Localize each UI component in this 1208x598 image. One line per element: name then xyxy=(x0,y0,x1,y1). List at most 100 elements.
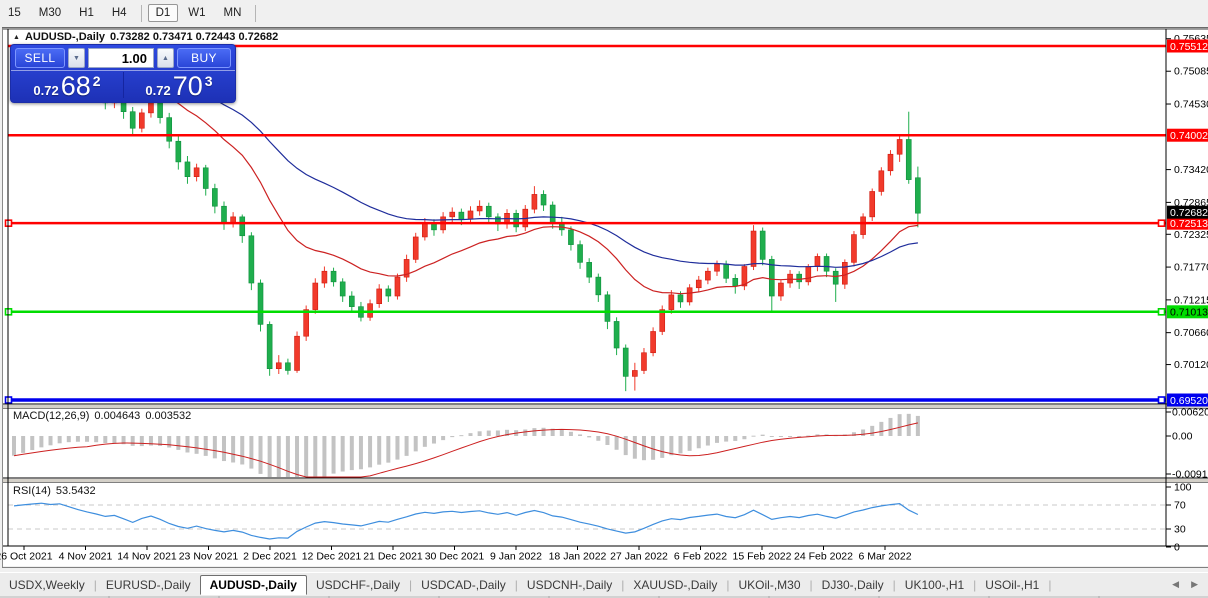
candle-body xyxy=(303,309,309,337)
macd-histogram-bar xyxy=(486,430,491,436)
timeframe-button-M30[interactable]: M30 xyxy=(38,7,62,19)
candle-body xyxy=(148,102,154,114)
price-level-badge-text: 0.75512 xyxy=(1170,41,1208,53)
buy-button[interactable]: BUY xyxy=(177,48,231,68)
chart-tab-usdx-weekly[interactable]: USDX,Weekly xyxy=(9,577,85,592)
macd-histogram-bar xyxy=(121,436,126,445)
date-axis-label: 24 Feb 2022 xyxy=(794,551,853,563)
chart-tab-dj30-daily[interactable]: DJ30-,Daily xyxy=(821,577,884,592)
macd-histogram-bar xyxy=(386,436,391,463)
candle-body xyxy=(129,111,136,129)
macd-histogram-bar xyxy=(21,436,26,453)
macd-histogram-bar xyxy=(815,434,820,436)
date-axis-label: 9 Jan 2022 xyxy=(490,551,542,563)
macd-panel[interactable] xyxy=(8,408,1166,478)
tab-separator: | xyxy=(93,577,97,592)
candle-body xyxy=(513,213,519,228)
macd-histogram-bar xyxy=(103,436,108,443)
macd-histogram-bar xyxy=(778,436,783,437)
date-axis-label: 4 Nov 2021 xyxy=(59,551,113,563)
macd-histogram-bar xyxy=(267,436,272,477)
timeframe-button-D1[interactable]: D1 xyxy=(147,4,179,22)
candle-body xyxy=(768,259,775,297)
chart-tab-eurusd-daily[interactable]: EURUSD-,Daily xyxy=(105,577,191,592)
macd-histogram-bar xyxy=(322,436,327,477)
level-line-handle[interactable] xyxy=(1157,396,1166,404)
macd-label: MACD(12,26,9) 0.004643 0.003532 xyxy=(13,410,192,422)
date-axis-label: 21 Dec 2021 xyxy=(363,551,423,563)
timeframe-button-H4[interactable]: H4 xyxy=(111,7,127,19)
sell-button[interactable]: SELL xyxy=(15,48,65,68)
candle-body xyxy=(915,177,921,214)
volume-increase-button[interactable]: ▲ xyxy=(157,48,174,68)
chart-tab-usdchf-daily[interactable]: USDCHF-,Daily xyxy=(315,577,400,592)
tab-scroll-right-icon[interactable]: ▶ xyxy=(1191,579,1198,589)
macd-histogram-bar xyxy=(158,436,163,446)
tab-separator: | xyxy=(809,577,813,592)
macd-histogram-bar xyxy=(851,432,856,436)
volume-decrease-button[interactable]: ▼ xyxy=(68,48,85,68)
price-level-badge xyxy=(1167,39,1208,53)
candle-body xyxy=(221,205,227,224)
candle-body xyxy=(157,102,163,118)
timeframe-button-MN[interactable]: MN xyxy=(223,7,242,19)
timeframe-button-15[interactable]: 15 xyxy=(8,7,21,19)
chart-tab-ukoil-m30[interactable]: UKOil-,M30 xyxy=(738,577,801,592)
macd-histogram-bar xyxy=(742,436,747,440)
candle-body xyxy=(650,331,656,354)
chart-tab-usoil-h1[interactable]: USOil-,H1 xyxy=(985,577,1040,592)
price-level-badge xyxy=(1167,305,1208,319)
candle-body xyxy=(714,263,720,272)
chart-tab-usdcnh-daily[interactable]: USDCNH-,Daily xyxy=(526,577,613,592)
chart-tab-usdcad-daily[interactable]: USDCAD-,Daily xyxy=(421,577,506,592)
macd-histogram-bar xyxy=(12,436,16,456)
date-axis-label: 30 Dec 2021 xyxy=(425,551,485,563)
macd-histogram-bar xyxy=(331,436,336,474)
candle-body xyxy=(166,117,173,142)
chart-tab-audusd-daily[interactable]: AUDUSD-,Daily xyxy=(199,574,307,595)
chart-tab-uk100-h1[interactable]: UK100-,H1 xyxy=(904,577,965,592)
candle-body xyxy=(860,216,866,235)
price-level-badge-text: 0.71013 xyxy=(1170,307,1208,319)
date-axis-label: 27 Jan 2022 xyxy=(610,551,668,563)
timeframe-button-W1[interactable]: W1 xyxy=(188,7,206,19)
macd-histogram-bar xyxy=(422,436,427,447)
volume-input[interactable]: 1.00 xyxy=(88,48,154,68)
panel-splitter[interactable] xyxy=(3,479,1208,482)
collapse-trade-panel-icon[interactable]: ▲ xyxy=(13,33,20,41)
candle-body xyxy=(239,216,246,237)
candle-body xyxy=(759,230,766,260)
macd-histogram-bar xyxy=(304,436,309,477)
macd-histogram-bar xyxy=(623,436,628,456)
date-axis-label: 6 Feb 2022 xyxy=(674,551,727,563)
candle-body xyxy=(750,230,757,267)
candle-body xyxy=(330,270,337,283)
macd-histogram-bar xyxy=(605,436,610,445)
candle-body xyxy=(193,167,200,177)
macd-histogram-bar xyxy=(769,436,774,437)
date-axis-label: 23 Nov 2021 xyxy=(179,551,239,563)
rsi-panel[interactable] xyxy=(8,482,1166,546)
timeframe-button-H1[interactable]: H1 xyxy=(79,7,94,19)
macd-histogram-bar xyxy=(148,436,153,446)
chart-symbol: AUDUSD-,Daily xyxy=(24,31,106,43)
candle-body xyxy=(257,282,264,325)
tab-scroll-left-icon[interactable]: ◀ xyxy=(1172,579,1180,589)
level-line-handle[interactable] xyxy=(1157,308,1166,316)
macd-histogram-bar xyxy=(879,421,884,436)
candle-body xyxy=(230,216,236,224)
buy-price[interactable]: 0.72 70 3 xyxy=(145,71,213,101)
chart-tab-xauusd-daily[interactable]: XAUUSD-,Daily xyxy=(633,577,718,592)
candle-body xyxy=(321,270,328,284)
candle-body xyxy=(705,270,711,281)
panel-splitter[interactable] xyxy=(3,405,1208,408)
date-axis-label: 12 Dec 2021 xyxy=(302,551,362,563)
level-line-handle[interactable] xyxy=(1157,219,1166,227)
candle-body xyxy=(367,303,373,318)
sell-price[interactable]: 0.72 68 2 xyxy=(33,71,101,101)
tab-separator: | xyxy=(408,577,413,592)
macd-histogram-bar xyxy=(660,436,665,458)
candle-body xyxy=(586,262,592,278)
